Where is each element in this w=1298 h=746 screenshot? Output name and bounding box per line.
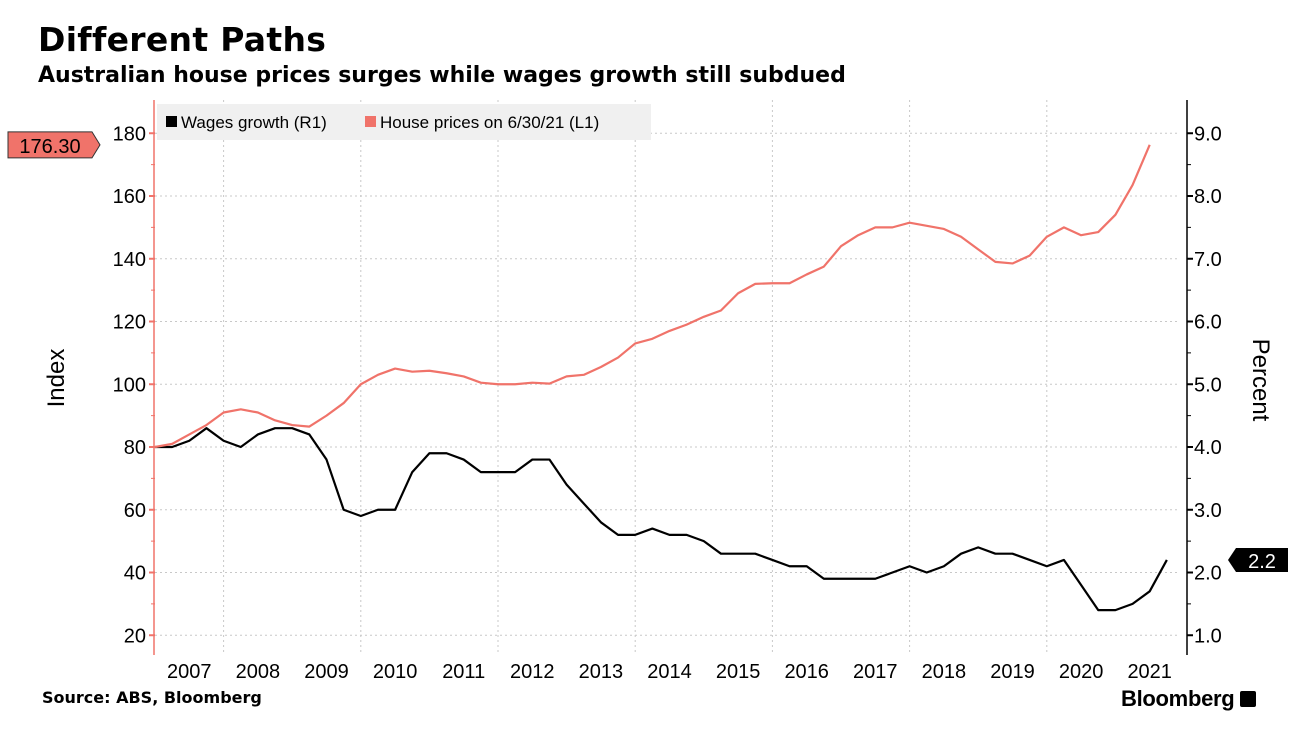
x-tick-label: 2020: [1059, 661, 1104, 683]
source-note: Source: ABS, Bloomberg: [42, 688, 262, 707]
chart-title: Different Paths: [38, 20, 327, 59]
bloomberg-chart-icon: [1240, 691, 1257, 707]
bloomberg-logo: Bloomberg: [1121, 686, 1257, 711]
chart-subtitle: Australian house prices surges while wag…: [38, 63, 846, 88]
right-tick-label: 6.0: [1194, 312, 1222, 334]
series-line-house: [154, 144, 1151, 449]
last-value-badge-house: [7, 131, 101, 159]
logo-text: Bloomberg: [1121, 686, 1235, 711]
x-tick-label: 2016: [784, 661, 829, 683]
legend-label-house: House prices on 6/30/21 (L1): [380, 113, 599, 132]
right-tick-label: 9.0: [1194, 123, 1222, 145]
left-tick-label: 160: [113, 186, 146, 208]
left-tick-label: 100: [113, 374, 146, 396]
right-tick-label: 4.0: [1194, 437, 1222, 459]
x-tick-label: 2011: [442, 661, 485, 683]
legend: Wages growth (R1) House prices on 6/30/2…: [157, 104, 651, 140]
right-tick-label: 1.0: [1194, 625, 1222, 647]
left-tick-label: 180: [113, 123, 146, 145]
right-tick-label: 2.0: [1194, 563, 1222, 585]
left-tick-label: 120: [113, 312, 146, 334]
right-tick-label: 7.0: [1194, 249, 1222, 271]
x-tick-label: 2012: [510, 661, 555, 683]
legend-swatch-wages: [166, 116, 177, 127]
right-tick-label: 3.0: [1194, 500, 1222, 522]
x-tick-label: 2009: [304, 661, 349, 683]
legend-label-wages: Wages growth (R1): [181, 113, 327, 132]
right-axis-title: Percent: [1247, 339, 1274, 422]
left-tick-label: 60: [124, 500, 146, 522]
last-value-badge-wages: [1228, 547, 1288, 572]
series-line-wages: [155, 427, 1168, 612]
legend-swatch-house: [365, 116, 376, 127]
left-axis-title: Index: [43, 349, 70, 408]
left-tick-label: 140: [113, 249, 146, 271]
x-tick-label: 2019: [990, 661, 1035, 683]
x-tick-label: 2017: [853, 661, 898, 683]
left-tick-label: 20: [124, 625, 146, 647]
x-tick-label: 2021: [1127, 661, 1172, 683]
left-tick-label: 80: [124, 437, 146, 459]
last-value-label-wages: 2.2: [1248, 551, 1276, 573]
x-tick-label: 2018: [922, 661, 967, 683]
x-tick-label: 2015: [716, 661, 761, 683]
last-value-label-house: 176.30: [19, 136, 80, 158]
x-tick-label: 2008: [236, 661, 281, 683]
right-tick-label: 5.0: [1194, 374, 1222, 396]
x-tick-label: 2007: [167, 661, 212, 683]
x-tick-label: 2014: [647, 661, 692, 683]
left-tick-label: 40: [124, 563, 146, 585]
x-tick-label: 2010: [373, 661, 418, 683]
x-tick-label: 2013: [579, 661, 624, 683]
right-tick-label: 8.0: [1194, 186, 1222, 208]
